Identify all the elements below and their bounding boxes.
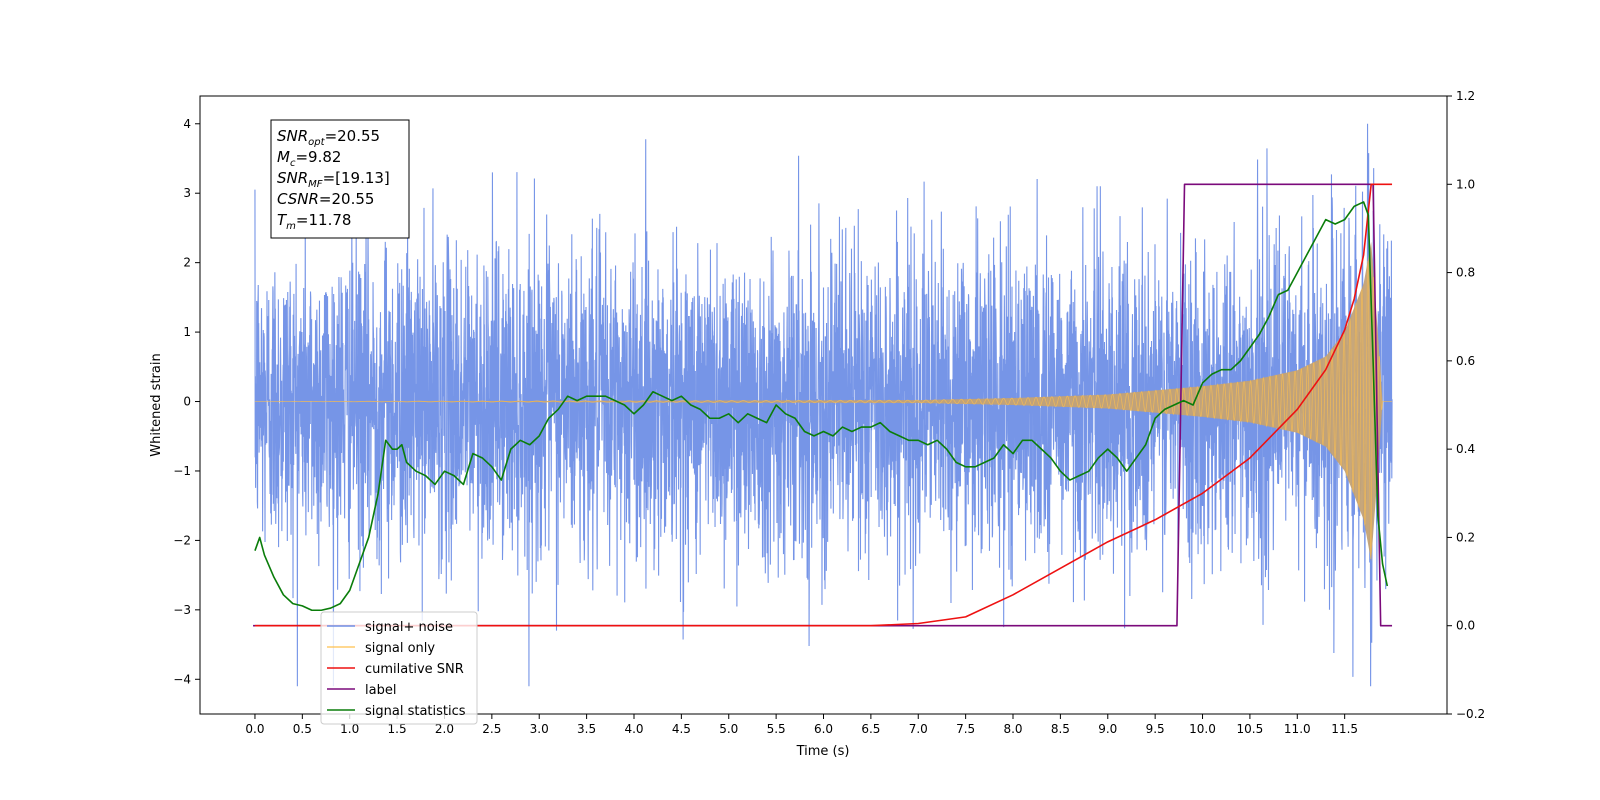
- x-tick-label: 7.0: [909, 722, 928, 736]
- x-tick-label: 2.5: [482, 722, 501, 736]
- signal-statistics-line: [254, 201, 1389, 612]
- x-tick-label: 1.0: [340, 722, 359, 736]
- y-tick-label-left: −3: [173, 603, 191, 617]
- y-tick-label-right: −0.2: [1456, 707, 1485, 721]
- x-tick-label: 3.5: [577, 722, 596, 736]
- x-tick-label: 10.5: [1237, 722, 1264, 736]
- y-tick-label-right: 0.2: [1456, 530, 1475, 544]
- y-tick-label-right: 0.8: [1456, 266, 1475, 280]
- x-tick-label: 8.0: [1003, 722, 1022, 736]
- x-tick-label: 9.0: [1098, 722, 1117, 736]
- annotation-line: SNRMF=[19.13]: [277, 169, 390, 190]
- y-tick-label-right: 0.6: [1456, 354, 1475, 368]
- x-tick-label: 1.5: [388, 722, 407, 736]
- legend-label: signal only: [365, 641, 435, 656]
- legend-frame: [320, 611, 478, 725]
- x-tick-label: 11.0: [1284, 722, 1311, 736]
- annotation-line: CSNR=20.55: [277, 190, 374, 208]
- y-axis-label-left: Whitened strain: [149, 353, 164, 456]
- annotation-box: SNRopt=20.55Mc=9.82SNRMF=[19.13]CSNR=20.…: [270, 119, 410, 239]
- x-tick-label: 4.5: [672, 722, 691, 736]
- legend-label: signal statistics: [365, 704, 466, 719]
- x-tick-label: 5.5: [767, 722, 786, 736]
- x-tick-label: 10.0: [1189, 722, 1216, 736]
- x-tick-label: 5.0: [719, 722, 738, 736]
- x-tick-label: 9.5: [1146, 722, 1165, 736]
- y-axis-left: −4 −3 −2 −1 0 1 2 3 4: [173, 117, 200, 686]
- y-tick-label-right: 1.0: [1456, 177, 1475, 191]
- label-line: [253, 183, 1393, 627]
- signal-only-band: [254, 241, 1393, 562]
- signal-noise-series: [254, 123, 1393, 687]
- legend-label: cumilative SNR: [365, 662, 464, 677]
- y-tick-label-right: 1.2: [1456, 89, 1475, 103]
- right-axis-series: [253, 183, 1393, 627]
- y-tick-label-left: 0: [183, 395, 191, 409]
- y-tick-label-right: 0.0: [1456, 619, 1475, 633]
- cumulative-snr-line: [254, 183, 1393, 627]
- y-tick-label-left: 4: [183, 117, 191, 131]
- signal-noise-line: [254, 123, 1393, 687]
- x-tick-label: 3.0: [530, 722, 549, 736]
- legend: signal+ noise signal only cumilative SNR la…: [320, 611, 478, 725]
- annotation-line: SNRopt=20.55: [277, 127, 380, 148]
- x-tick-label: 6.5: [861, 722, 880, 736]
- legend-label: label: [365, 683, 396, 698]
- x-tick-label: 6.0: [814, 722, 833, 736]
- annotation-line: Tm=11.78: [277, 211, 351, 232]
- y-tick-label-right: 0.4: [1456, 442, 1475, 456]
- x-tick-label: 0.0: [245, 722, 264, 736]
- y-tick-label-left: −2: [173, 533, 191, 547]
- x-tick-label: 2.0: [435, 722, 454, 736]
- y-tick-label-left: 2: [183, 256, 191, 270]
- legend-label: signal+ noise: [365, 620, 453, 635]
- annotation-line: Mc=9.82: [277, 148, 341, 169]
- x-axis: 0.0 0.5 1.0 1.5 2.0 2.5 3.0 3.5 4.0 4.5 5.0 5.5 6.0 6…: [245, 714, 1358, 736]
- x-tick-label: 8.5: [1051, 722, 1070, 736]
- x-tick-label: 4.0: [624, 722, 643, 736]
- x-tick-label: 7.5: [956, 722, 975, 736]
- y-tick-label-left: 3: [183, 186, 191, 200]
- annotation-frame: [270, 119, 410, 239]
- y-tick-label-left: 1: [183, 325, 191, 339]
- y-tick-label-left: −4: [173, 672, 191, 686]
- y-tick-label-left: −1: [173, 464, 191, 478]
- y-axis-right: −0.2 0.0 0.2 0.4 0.6 0.8 1.0 1.2: [1447, 89, 1485, 721]
- signal-only-series: [254, 241, 1393, 562]
- signal-only-line: [254, 260, 1393, 560]
- x-tick-label: 0.5: [293, 722, 312, 736]
- x-tick-label: 11.5: [1331, 722, 1358, 736]
- x-axis-label: Time (s): [796, 744, 850, 759]
